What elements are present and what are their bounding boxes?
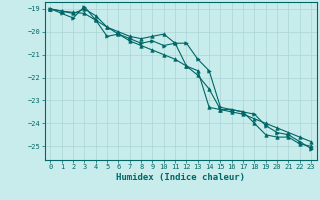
X-axis label: Humidex (Indice chaleur): Humidex (Indice chaleur) — [116, 173, 245, 182]
